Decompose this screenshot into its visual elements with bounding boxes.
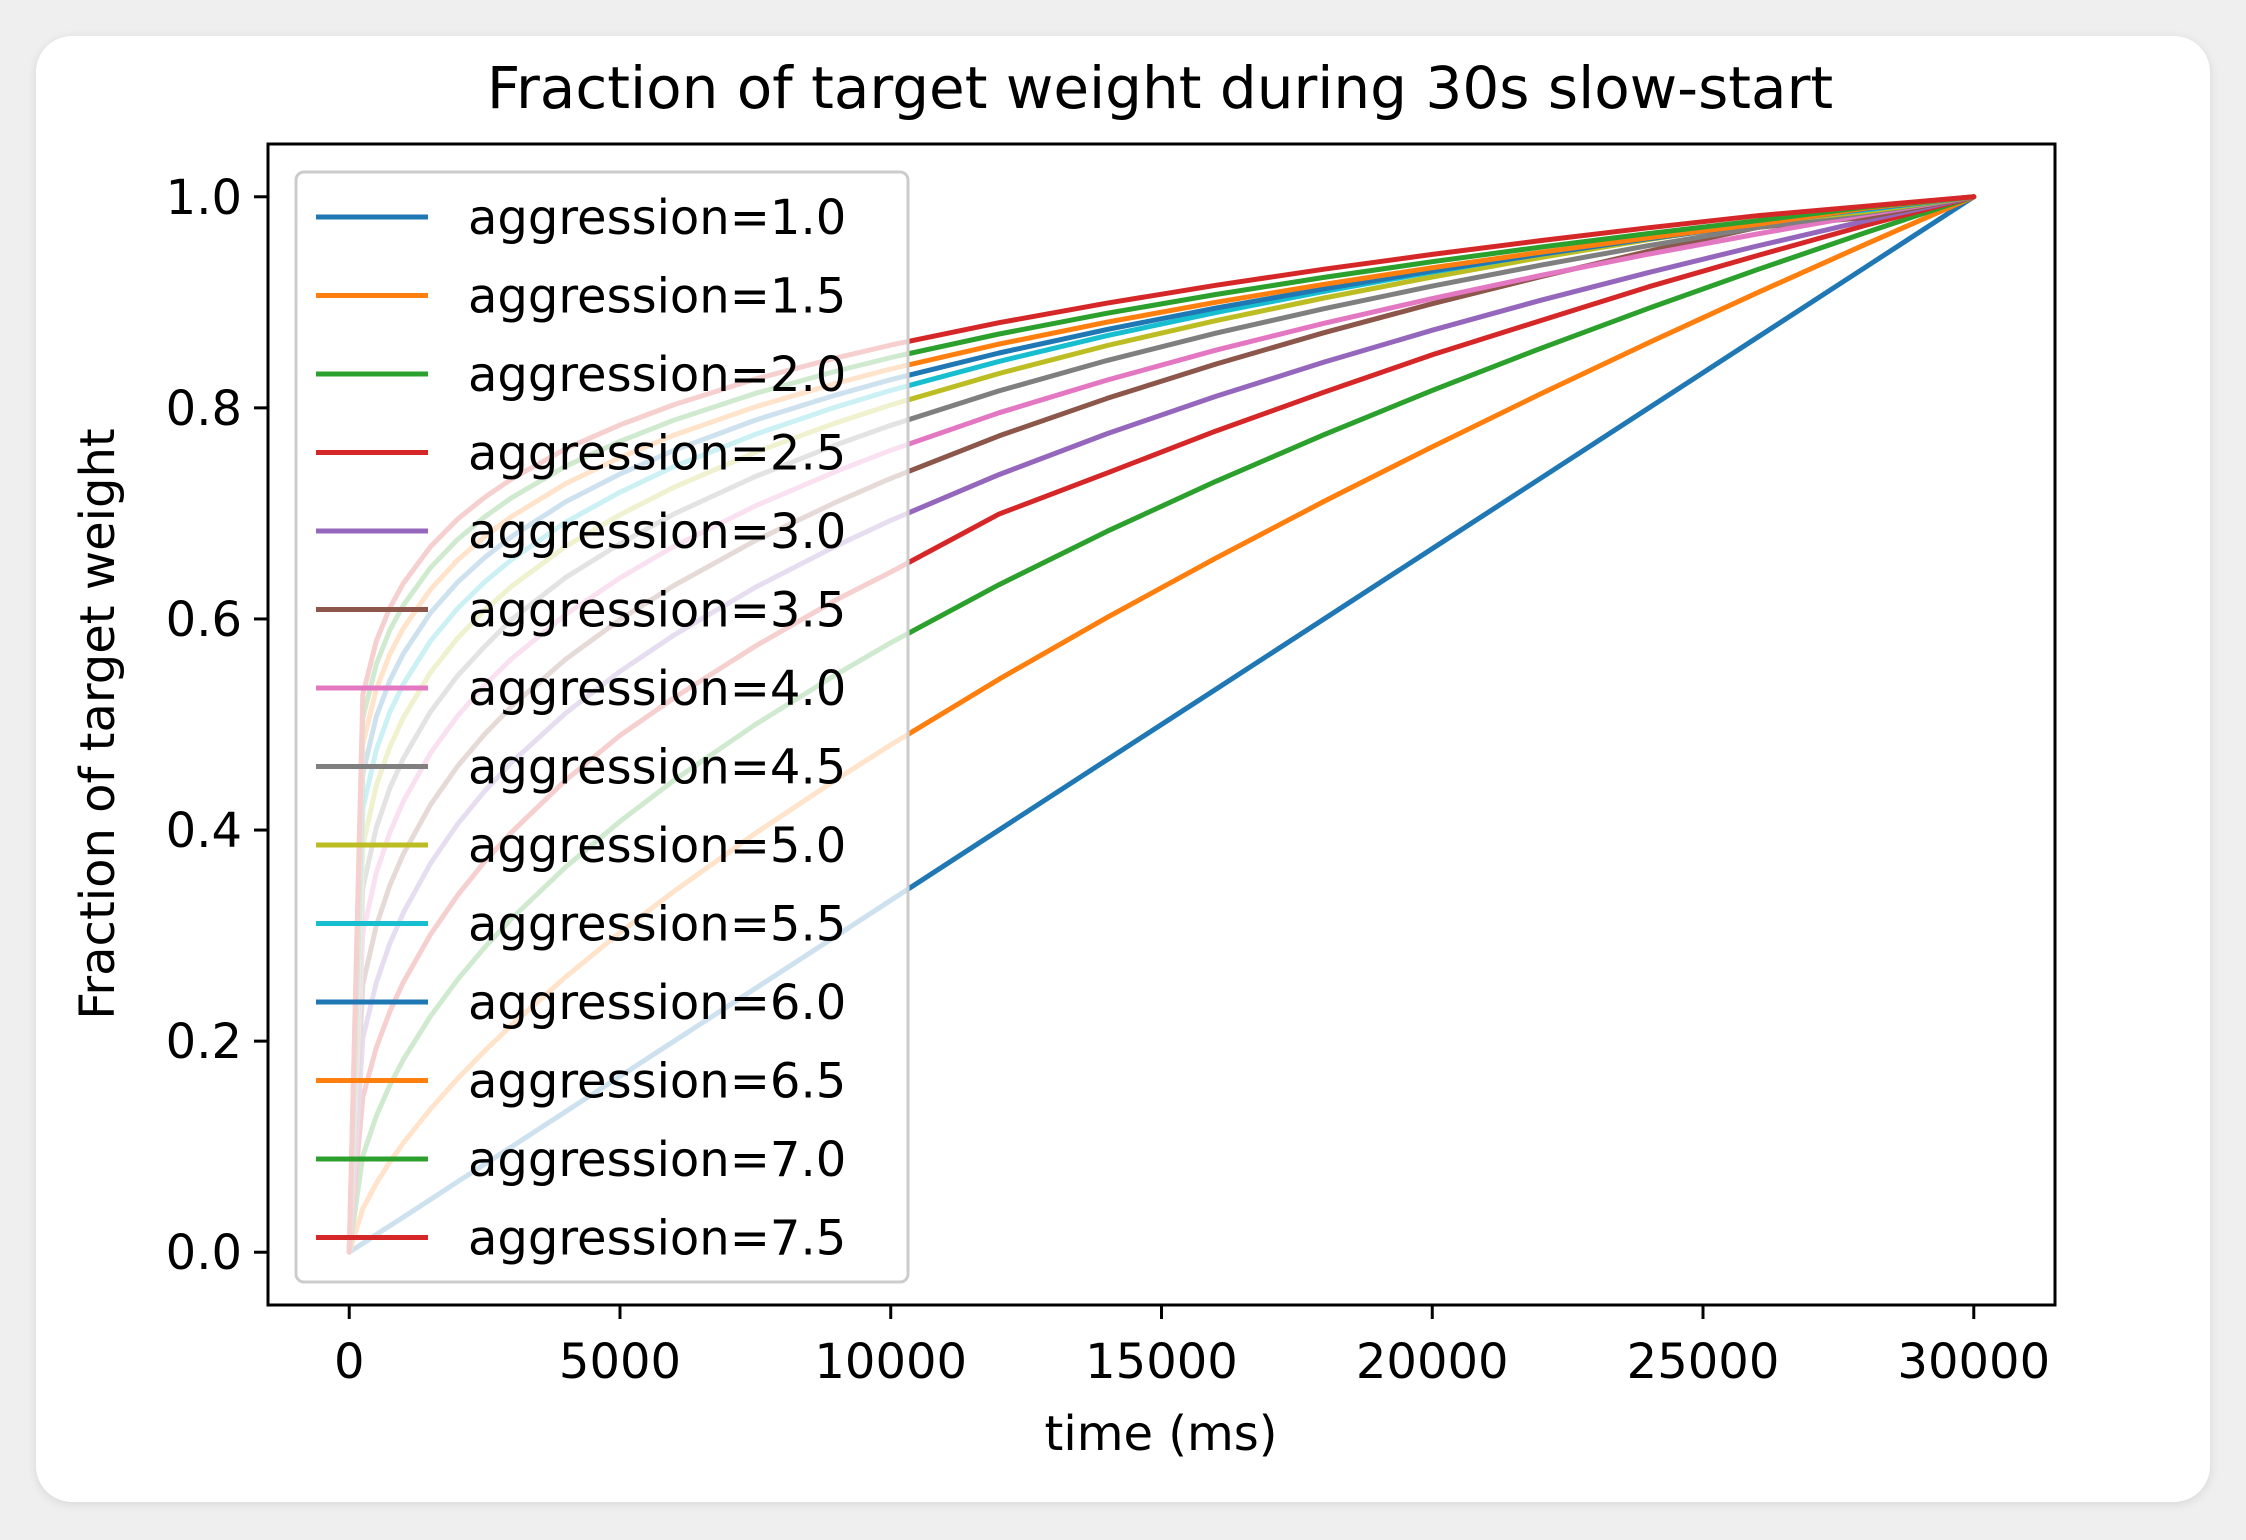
legend-label: aggression=3.0 <box>468 504 846 560</box>
chart-title: Fraction of target weight during 30s slo… <box>487 54 1833 122</box>
legend-label: aggression=4.0 <box>468 661 846 717</box>
legend-box <box>294 170 910 1284</box>
y-axis-label: Fraction of target weight <box>70 428 126 1019</box>
legend-label: aggression=5.5 <box>468 897 846 953</box>
legend-label: aggression=6.5 <box>468 1054 846 1110</box>
legend-label: aggression=2.0 <box>468 347 846 403</box>
y-tick-label: 1.0 <box>166 170 242 226</box>
legend-label: aggression=7.5 <box>468 1211 846 1267</box>
x-tick-label: 5000 <box>559 1334 681 1390</box>
legend-label: aggression=7.0 <box>468 1132 846 1188</box>
x-tick-label: 25000 <box>1627 1334 1780 1390</box>
legend: aggression=1.0 aggression=1.5 aggression=2… <box>294 170 910 1284</box>
y-tick-label: 0.2 <box>166 1014 242 1070</box>
x-tick-label: 15000 <box>1085 1334 1238 1390</box>
legend-label: aggression=4.5 <box>468 740 846 796</box>
y-tick-label: 0.8 <box>166 381 242 437</box>
x-tick-label: 10000 <box>814 1334 967 1390</box>
x-tick-label: 20000 <box>1356 1334 1509 1390</box>
y-tick-label: 0.6 <box>166 592 242 648</box>
legend-label: aggression=3.5 <box>468 583 846 639</box>
x-tick-label: 30000 <box>1897 1334 2050 1390</box>
legend-label: aggression=1.0 <box>468 190 846 246</box>
x-tick-label: 0 <box>334 1334 365 1390</box>
plot-frame <box>266 142 2057 1307</box>
legend-label: aggression=2.5 <box>468 426 846 482</box>
axis-ticks: 0 5000 10000 15000 20000 25000 30000 0.0 0.2 0.4 0… <box>166 170 2050 1390</box>
x-axis-label: time (ms) <box>1045 1406 1278 1462</box>
legend-label: aggression=6.0 <box>468 975 846 1031</box>
y-tick-label: 0.0 <box>166 1225 242 1281</box>
legend-label: aggression=5.0 <box>468 818 846 874</box>
legend-label: aggression=1.5 <box>468 269 846 325</box>
y-tick-label: 0.4 <box>166 803 242 859</box>
